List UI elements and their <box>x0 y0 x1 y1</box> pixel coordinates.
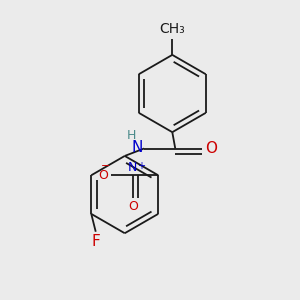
Text: CH₃: CH₃ <box>159 22 185 36</box>
Text: O: O <box>98 169 108 182</box>
Text: −: − <box>101 161 110 171</box>
Text: O: O <box>128 200 138 213</box>
Text: H: H <box>126 129 136 142</box>
Text: N: N <box>128 161 138 174</box>
Text: +: + <box>137 160 146 170</box>
Text: F: F <box>92 234 100 249</box>
Text: O: O <box>206 141 218 156</box>
Text: N: N <box>131 140 142 154</box>
